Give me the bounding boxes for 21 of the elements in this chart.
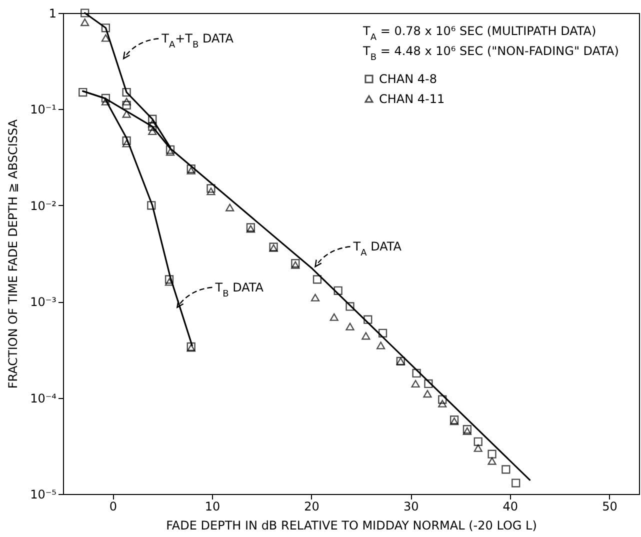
annotation: T$_{A}$ DATA <box>352 240 402 259</box>
annotation: T$_{B}$ DATA <box>214 280 264 300</box>
x-tick-label: 40 <box>502 500 518 514</box>
annotation: T$_{A}$ = 0.78 x 10⁶ SEC (MULTIPATH DATA) <box>362 24 596 43</box>
y-tick-label: 10⁻⁴ <box>30 391 57 406</box>
y-axis-title: FRACTION OF TIME FADE DEPTH ≧ ABSCISSA <box>6 118 20 389</box>
x-tick-label: 20 <box>304 500 320 514</box>
y-tick-label: 10⁻² <box>30 198 57 213</box>
x-axis-title: FADE DEPTH IN dB RELATIVE TO MIDDAY NORMAL (-20 LOG L) <box>166 518 537 532</box>
x-tick-label: 50 <box>602 500 618 514</box>
x-tick-label: 30 <box>403 500 419 514</box>
y-tick-label: 10⁻³ <box>30 295 57 310</box>
x-tick-label: 10 <box>204 500 220 514</box>
y-tick-label: 10⁻¹ <box>30 102 57 117</box>
legend-label: CHAN 4-11 <box>379 92 445 106</box>
legend-label: CHAN 4-8 <box>379 72 438 86</box>
annotation: T$_{A}$+T$_{B}$ DATA <box>160 32 234 51</box>
annotation: T$_{B}$ = 4.48 x 10⁶ SEC ("NON-FADING" DATA) <box>362 44 619 63</box>
y-tick-label: 10⁻⁵ <box>30 488 57 502</box>
x-tick-label: 0 <box>109 500 117 514</box>
y-tick-label: 1 <box>48 6 56 20</box>
